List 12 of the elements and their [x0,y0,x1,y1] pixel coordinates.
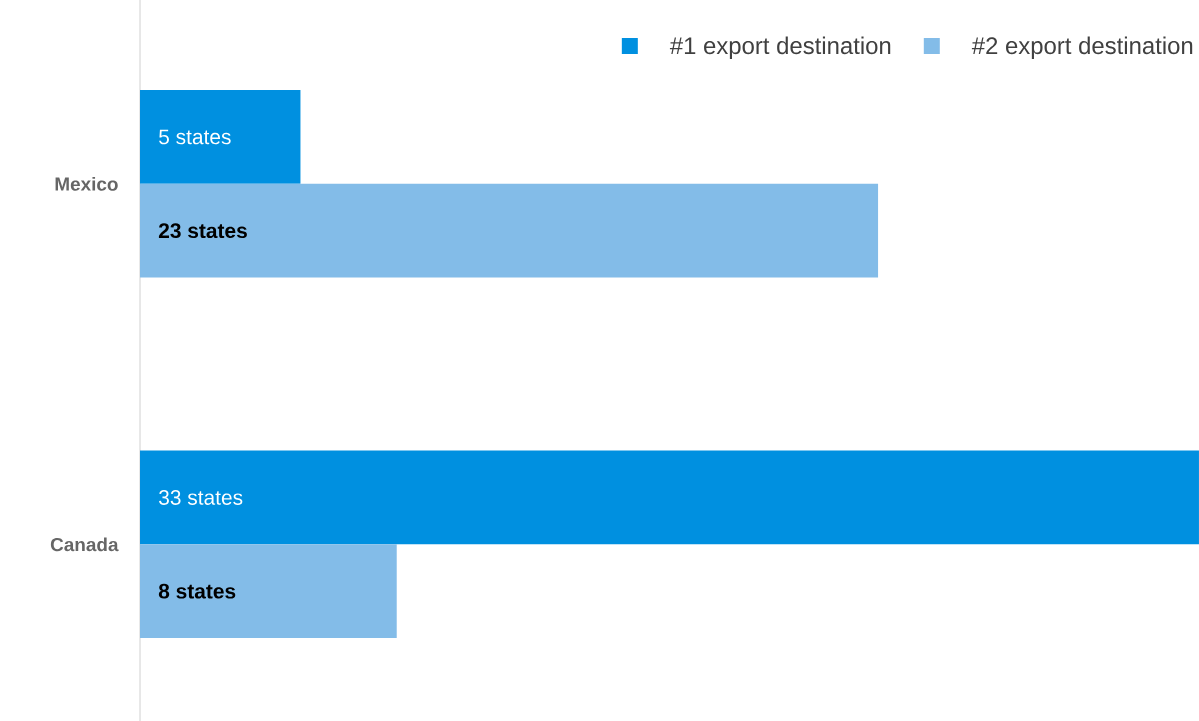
data-label: 23 states [158,223,247,239]
bar [140,544,397,639]
legend-label: #2 export destination [971,36,1193,59]
bar [140,90,301,184]
y-tick-label: Mexico [55,176,118,191]
y-tick-label: Canada [50,537,119,552]
bar [140,183,879,278]
legend-label: #1 export destination [669,36,891,59]
data-label: 8 states [158,583,236,599]
data-label: 5 states [159,129,231,145]
bar [140,450,1199,545]
data-label: 33 states [159,490,243,505]
